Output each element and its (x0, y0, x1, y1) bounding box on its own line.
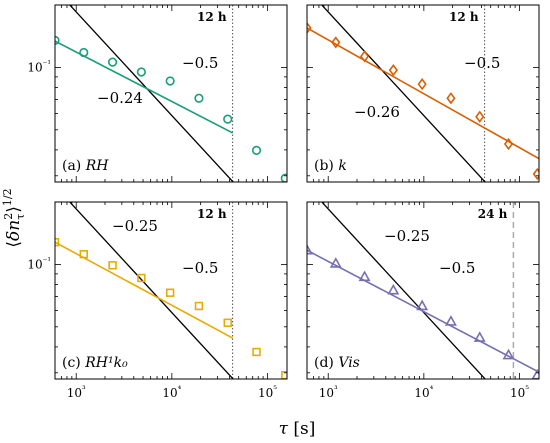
fit-line-d (307, 249, 539, 373)
fit-line-c (55, 241, 234, 339)
data-point-c (252, 347, 261, 357)
fit-line-b (307, 27, 539, 160)
data-point-c (108, 261, 117, 270)
data-point-b (532, 167, 539, 181)
x-tick-label: 10³ (67, 385, 86, 400)
data-point-c (55, 237, 60, 247)
data-point-b (475, 110, 485, 123)
ref-slope-line-c (68, 202, 235, 379)
y-axis-label: ⟨δnτ2⟩1/2 (1, 188, 27, 247)
data-point-c (165, 288, 175, 297)
data-point-d (473, 331, 486, 342)
ref-slope-line-a (68, 5, 235, 182)
data-point-d (416, 299, 429, 311)
panel-a: 12 h −0.5 −0.24 (a) RH 10⁻¹ (27, 4, 288, 183)
x-tick-label: 10⁵ (258, 385, 277, 400)
data-point-b (417, 78, 427, 91)
data-point-c (79, 249, 88, 259)
data-point-a (194, 93, 204, 103)
data-point-b (388, 64, 398, 77)
panel-title-b: (b) k (314, 158, 347, 174)
data-point-a (165, 76, 175, 86)
data-point-d (531, 368, 539, 379)
panel-frame-c (54, 201, 288, 380)
data-point-a (136, 67, 146, 77)
data-point-c (137, 273, 146, 283)
data-point-c (194, 301, 204, 311)
data-point-a (79, 47, 89, 58)
ref-slope-label-a: −0.5 (182, 54, 218, 72)
vline-label-c: 12 h (197, 207, 227, 221)
data-point-b (307, 21, 312, 35)
data-point-a (251, 145, 262, 155)
fit-slope-label-c: −0.25 (112, 217, 158, 235)
x-axis-label: τ [s] (279, 419, 316, 439)
fit-slope-label-d: −0.25 (384, 227, 430, 245)
y-tick-label: 10⁻¹ (27, 256, 51, 271)
panel-title-d: (d) Vis (314, 355, 360, 371)
data-point-d (307, 243, 313, 255)
panel-frame-d (306, 201, 540, 380)
fit-slope-label-a: −0.24 (97, 89, 143, 107)
y-tick-label: 10⁻¹ (27, 59, 51, 74)
x-tick-label: 10⁴ (414, 385, 433, 400)
panel-title-a: (a) RH (62, 158, 109, 174)
vline-label-d: 24 h (478, 207, 508, 221)
panel-frame-a (54, 4, 288, 183)
data-point-d (502, 348, 515, 360)
data-point-a (280, 173, 287, 182)
data-point-b (331, 36, 341, 49)
data-point-b (503, 137, 514, 151)
data-point-c (223, 318, 232, 327)
x-tick-label: 10⁵ (510, 385, 529, 400)
panel-title-c: (c) RH¹k₀ (62, 355, 128, 371)
panel-c: 12 h −0.5 −0.25 (c) RH¹k₀ 10³ 10⁴ 10⁵ 10⁻¹ (27, 201, 288, 400)
ref-slope-label-b: −0.5 (464, 54, 500, 72)
data-point-d (387, 283, 400, 295)
vline-label-a: 12 h (197, 10, 227, 24)
ref-slope-line-b (320, 5, 487, 182)
ref-slope-label-c: −0.5 (182, 259, 218, 277)
panel-d: 24 h −0.5 −0.25 (d) Vis 10³ 10⁴ 10⁵ (306, 201, 540, 400)
data-point-b (446, 92, 456, 105)
data-point-a (223, 114, 233, 124)
vline-label-b: 12 h (449, 10, 479, 24)
data-point-a (107, 57, 118, 67)
data-point-b (359, 50, 370, 63)
fit-slope-label-b: −0.26 (354, 103, 400, 121)
ref-slope-label-d: −0.5 (439, 259, 475, 277)
panel-b: 12 h −0.5 −0.26 (b) k (306, 4, 540, 183)
data-point-d (358, 270, 371, 282)
data-point-d (329, 257, 342, 268)
panel-frame-b (306, 4, 540, 183)
x-tick-label: 10³ (319, 385, 338, 400)
data-point-d (444, 315, 457, 326)
x-tick-label: 10⁴ (162, 385, 181, 400)
